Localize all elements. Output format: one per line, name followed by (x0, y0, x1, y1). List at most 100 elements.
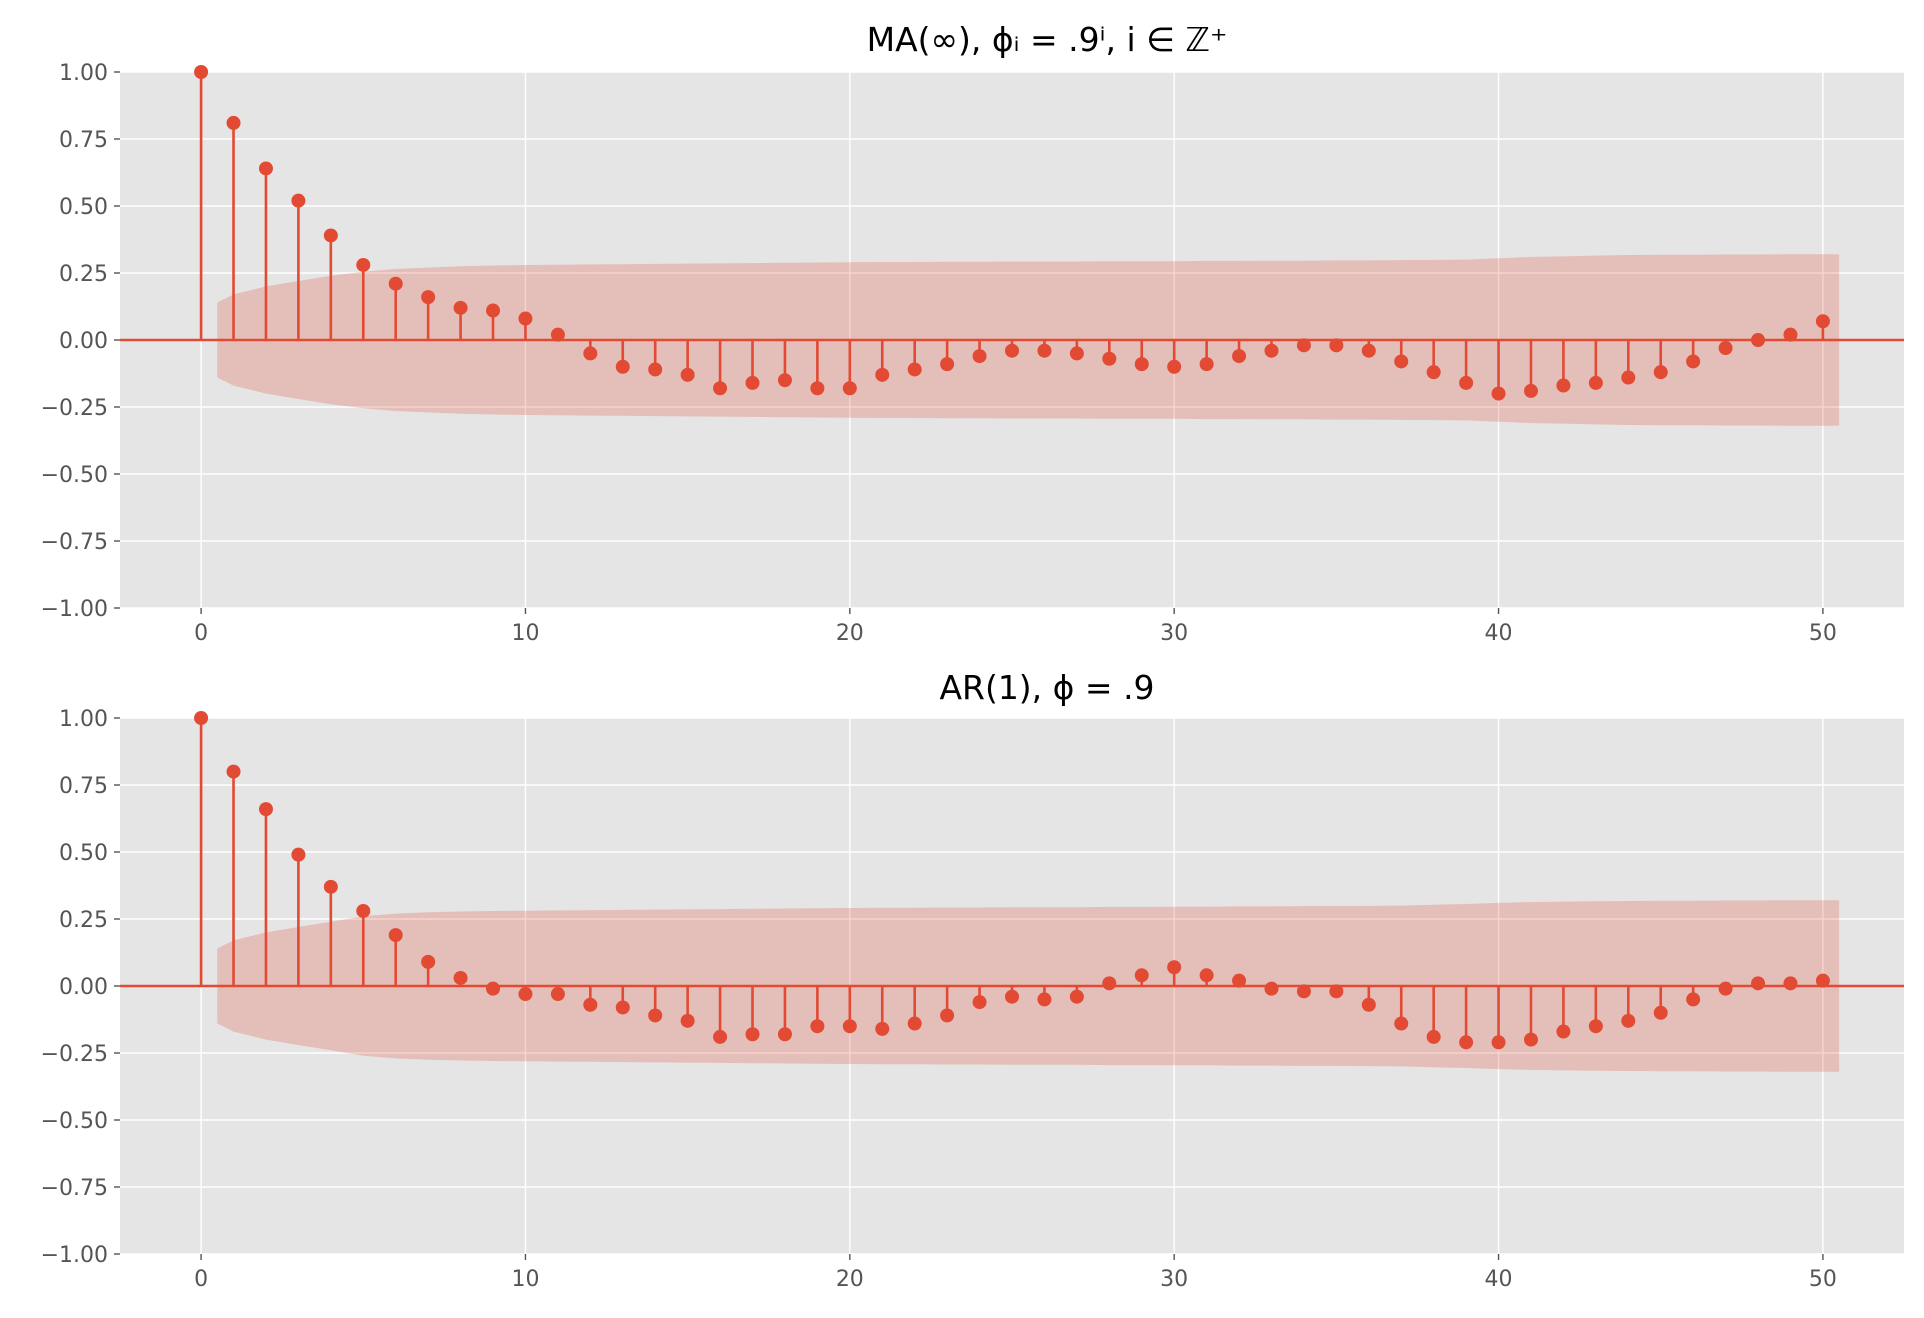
acf-point (258, 802, 273, 817)
acf-point (356, 903, 371, 918)
acf-point (1232, 349, 1247, 364)
acf-point (1069, 989, 1084, 1004)
acf-point (907, 362, 922, 377)
acf-point (323, 879, 338, 894)
acf-point (486, 303, 501, 318)
acf-point (1426, 1029, 1441, 1044)
acf-point (1134, 968, 1149, 983)
acf-point (680, 367, 695, 382)
acf-point (194, 65, 209, 79)
x-tick-label: 30 (1160, 1267, 1188, 1292)
acf-point (1426, 365, 1441, 380)
acf-point (1621, 370, 1636, 385)
y-tick-label: −0.50 (41, 1109, 108, 1134)
y-tick-label: −0.75 (41, 530, 108, 555)
acf-point (1459, 1035, 1474, 1050)
acf-point (1296, 984, 1311, 999)
acf-point (388, 928, 403, 943)
y-tick-label: 1.00 (59, 61, 108, 86)
acf-point (940, 1008, 955, 1023)
acf-point (1686, 354, 1701, 369)
acf-point (1556, 378, 1571, 393)
acf-point (1102, 976, 1117, 991)
acf-point (356, 257, 371, 272)
acf-point (648, 362, 663, 377)
acf-point (1167, 960, 1182, 975)
acf-point (1264, 343, 1279, 358)
x-tick-label: 20 (836, 621, 864, 646)
acf-point (1815, 314, 1830, 329)
acf-point (388, 276, 403, 291)
acf-point (713, 1029, 728, 1044)
acf-point (745, 1027, 760, 1042)
acf-point (1199, 357, 1214, 372)
acf-point (291, 193, 306, 208)
y-tick-label: 0.50 (59, 841, 108, 866)
acf-point (1069, 346, 1084, 361)
x-tick-label: 40 (1485, 1267, 1513, 1292)
acf-point (1167, 359, 1182, 374)
acf-point (875, 1021, 890, 1036)
y-tick-label: −0.25 (41, 1042, 108, 1067)
acf-point (1491, 1035, 1506, 1050)
acf-point (907, 1016, 922, 1031)
acf-point (226, 764, 241, 779)
acf-point (1459, 375, 1474, 390)
acf-point (1005, 989, 1019, 1004)
acf-point (550, 327, 565, 342)
x-tick-label: 40 (1485, 621, 1513, 646)
acf-point (1523, 1032, 1538, 1047)
y-tick-label: −0.75 (41, 1176, 108, 1201)
acf-point (1556, 1024, 1571, 1039)
x-tick-label: 10 (511, 621, 539, 646)
acf-point (1783, 327, 1798, 342)
acf-point (453, 300, 468, 315)
acf-point (745, 375, 760, 390)
acf-point (1361, 997, 1376, 1012)
acf-point (226, 115, 241, 130)
acf-point (777, 1027, 792, 1042)
acf-point (842, 1019, 857, 1034)
acf-point (680, 1013, 695, 1028)
acf-point (1394, 354, 1409, 369)
acf-point (615, 359, 630, 374)
acf-point (1491, 386, 1506, 401)
y-tick-label: −1.00 (41, 1243, 108, 1268)
acf-point (1361, 343, 1376, 358)
acf-point (1329, 338, 1344, 353)
y-tick-label: −0.50 (41, 463, 108, 488)
acf-point (1264, 981, 1279, 996)
x-tick-label: 0 (194, 621, 208, 646)
acf-point (1394, 1016, 1409, 1031)
acf-point (1296, 338, 1311, 353)
acf-point (972, 995, 987, 1010)
acf-point (615, 1000, 630, 1015)
acf-point (1523, 383, 1538, 398)
x-tick-label: 50 (1809, 1267, 1837, 1292)
acf-point (1102, 351, 1117, 366)
x-tick-label: 10 (511, 1267, 539, 1292)
acf-panel-ar1: AR(1), ϕ = .9 −1.00 −0.75 −0.50 −0.25 0.00 0.… (41, 668, 1904, 1292)
acf-point (648, 1008, 663, 1023)
acf-point (421, 290, 436, 305)
acf-point (583, 997, 598, 1012)
acf-point (1751, 333, 1766, 347)
acf-point (1751, 976, 1766, 991)
acf-point (1686, 992, 1701, 1007)
y-tick-label: 0.75 (59, 128, 108, 153)
acf-point (1232, 973, 1247, 988)
y-tick-label: 1.00 (59, 707, 108, 732)
acf-point (777, 373, 792, 388)
acf-point (550, 987, 565, 1002)
chart-title-ar: AR(1), ϕ = .9 (939, 668, 1154, 707)
acf-point (810, 381, 825, 396)
acf-point (291, 847, 306, 862)
acf-point (875, 367, 890, 382)
acf-point (1783, 976, 1798, 991)
acf-point (940, 357, 955, 372)
x-tick-label: 50 (1809, 621, 1837, 646)
acf-point (518, 311, 533, 326)
acf-point (323, 228, 338, 243)
acf-point (518, 987, 533, 1002)
